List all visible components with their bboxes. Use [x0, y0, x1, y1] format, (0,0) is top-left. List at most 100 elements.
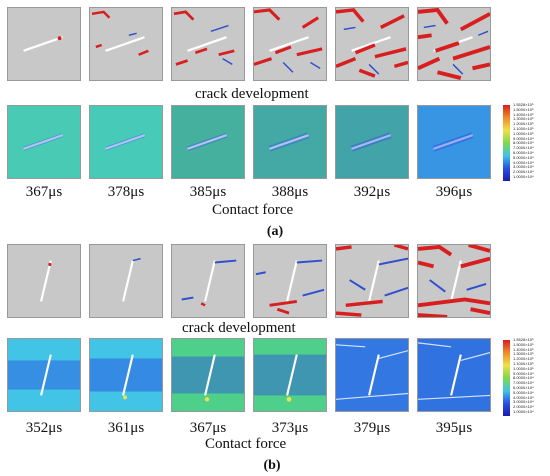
force-panel-a-6: [417, 105, 491, 179]
colorbar-b-tick: 1.2000×10⁵: [513, 356, 534, 362]
crack-caption-b: crack development: [182, 320, 296, 336]
colorbar-b-tick: 9.0000×10⁴: [513, 370, 534, 376]
crack-panel-b-4: [253, 244, 327, 318]
force-panel-a-5: [335, 105, 409, 179]
crack-panel-b-3: [171, 244, 245, 318]
colorbar-a-ticks: 1.5528×10⁵ 1.5000×10⁵ 1.4000×10⁵ 1.3000×…: [513, 102, 534, 180]
time-label-b-3: 367μs: [189, 420, 227, 436]
time-label-b-4: 373μs: [271, 420, 309, 436]
subfigure-label-a-text: (a): [266, 224, 284, 239]
colorbar-a-tick: 1.5528×10⁵: [513, 102, 534, 107]
crack-image-b-6: [418, 245, 490, 317]
colorbar-a-tick: 9.0000×10⁴: [513, 135, 534, 141]
subfigure-label-b: (b): [252, 458, 292, 474]
crack-image-b-4: [254, 245, 326, 317]
crack-panel-a-5: [335, 7, 409, 81]
force-image-a-4: [254, 106, 326, 178]
force-caption-b: Contact force: [205, 436, 287, 452]
force-image-b-3: [172, 339, 244, 411]
colorbar-a-tick: 1.2000×10⁵: [513, 121, 534, 127]
colorbar-a-tick: 3.0000×10⁴: [513, 164, 534, 170]
colorbar-b-tick: 3.0000×10⁴: [513, 399, 534, 405]
crack-image-a-3: [172, 8, 244, 80]
colorbar-b-tick: 2.0000×10⁴: [513, 404, 534, 410]
colorbar-b-tick: 5.0000×10⁴: [513, 389, 534, 395]
force-panel-b-4: [253, 338, 327, 412]
colorbar-b: 1.5528×10⁵ 1.5000×10⁵ 1.4000×10⁵ 1.3000×…: [503, 337, 550, 416]
crack-panel-b-1: [7, 244, 81, 318]
colorbar-a-tick: 1.4000×10⁵: [513, 111, 534, 117]
colorbar-b-tick: 4.0000×10⁴: [513, 394, 534, 400]
force-image-a-2: [90, 106, 162, 178]
time-label-b-6: 395μs: [435, 420, 473, 436]
colorbar-a-tick: 6.0000×10⁴: [513, 149, 534, 155]
force-image-b-1: [8, 339, 80, 411]
crack-panel-a-6: [417, 7, 491, 81]
force-image-a-3: [172, 106, 244, 178]
crack-image-b-2: [90, 245, 162, 317]
colorbar-a-tick: 1.1000×10⁵: [513, 125, 534, 131]
time-label-a-1: 367μs: [25, 184, 63, 200]
crack-image-b-3: [172, 245, 244, 317]
colorbar-b-tick: 1.3000×10⁵: [513, 351, 534, 357]
subfigure-label-a: (a): [255, 224, 295, 240]
colorbar-b-gradient: [503, 340, 510, 416]
crack-panel-a-1: [7, 7, 81, 81]
crack-panel-b-6: [417, 244, 491, 318]
time-label-a-5: 392μs: [353, 184, 391, 200]
crack-image-b-5: [336, 245, 408, 317]
crack-caption-a: crack development: [195, 86, 309, 102]
colorbar-b-tick: 1.5528×10⁵: [513, 337, 534, 342]
force-panel-b-3: [171, 338, 245, 412]
colorbar-a-tick: 5.0000×10⁴: [513, 154, 534, 160]
colorbar-b-tick: 1.1000×10⁵: [513, 360, 534, 366]
colorbar-a-tick: 2.0000×10⁴: [513, 169, 534, 175]
force-panel-a-2: [89, 105, 163, 179]
force-panel-b-2: [89, 338, 163, 412]
force-panel-a-4: [253, 105, 327, 179]
force-image-b-5: [336, 339, 408, 411]
colorbar-b-tick: 1.5000×10⁵: [513, 341, 534, 347]
force-image-b-4: [254, 339, 326, 411]
time-label-a-6: 396μs: [435, 184, 473, 200]
force-image-b-6: [418, 339, 490, 411]
colorbar-a-tick: 4.0000×10⁴: [513, 159, 534, 165]
force-caption-a: Contact force: [212, 202, 294, 218]
crack-panel-b-2: [89, 244, 163, 318]
crack-panel-b-5: [335, 244, 409, 318]
colorbar-b-tick: 6.0000×10⁴: [513, 384, 534, 390]
colorbar-a-tick: 1.5000×10⁵: [513, 106, 534, 112]
time-label-a-2: 378μs: [107, 184, 145, 200]
crack-image-a-2: [90, 8, 162, 80]
crack-image-a-4: [254, 8, 326, 80]
colorbar-b-ticks: 1.5528×10⁵ 1.5000×10⁵ 1.4000×10⁵ 1.3000×…: [513, 337, 534, 415]
force-image-a-1: [8, 106, 80, 178]
subfigure-label-b-text: (b): [263, 458, 281, 473]
force-panel-b-6: [417, 338, 491, 412]
colorbar-b-tick: 1.4000×10⁵: [513, 346, 534, 352]
colorbar-a-tick: 1.0000×10⁵: [513, 130, 534, 136]
force-image-a-5: [336, 106, 408, 178]
time-label-b-1: 352μs: [25, 420, 63, 436]
force-image-a-6: [418, 106, 490, 178]
crack-image-a-1: [8, 8, 80, 80]
crack-panel-a-3: [171, 7, 245, 81]
colorbar-a-tick: 1.3000×10⁵: [513, 116, 534, 122]
crack-image-b-1: [8, 245, 80, 317]
force-panel-a-3: [171, 105, 245, 179]
colorbar-b-tick: 1.0000×10⁴: [513, 408, 534, 414]
time-label-a-3: 385μs: [189, 184, 227, 200]
time-label-a-4: 388μs: [271, 184, 309, 200]
colorbar-a: 1.5528×10⁵ 1.5000×10⁵ 1.4000×10⁵ 1.3000×…: [503, 102, 550, 181]
colorbar-a-gradient: [503, 105, 510, 181]
colorbar-a-tick: 7.0000×10⁴: [513, 145, 534, 151]
colorbar-b-tick: 7.0000×10⁴: [513, 380, 534, 386]
colorbar-a-tick: 8.0000×10⁴: [513, 140, 534, 146]
colorbar-b-tick: 1.0000×10⁵: [513, 365, 534, 371]
crack-panel-a-4: [253, 7, 327, 81]
crack-image-a-6: [418, 8, 490, 80]
force-panel-a-1: [7, 105, 81, 179]
force-panel-b-1: [7, 338, 81, 412]
colorbar-a-tick: 1.0000×10⁴: [513, 173, 534, 179]
time-label-b-5: 379μs: [353, 420, 391, 436]
